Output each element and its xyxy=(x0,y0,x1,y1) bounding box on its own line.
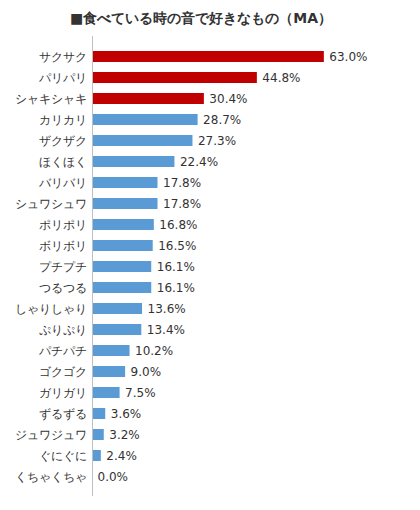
svg-text:ザクザク: ザクザク xyxy=(39,134,87,148)
svg-text:バリバリ: バリバリ xyxy=(38,176,87,190)
svg-text:つるつる: つるつる xyxy=(39,281,87,295)
svg-text:0.0%: 0.0% xyxy=(98,470,129,484)
svg-text:63.0%: 63.0% xyxy=(329,50,367,64)
svg-text:17.8%: 17.8% xyxy=(163,197,201,211)
svg-text:ぷりぷり: ぷりぷり xyxy=(39,323,87,337)
svg-text:ガリガリ: ガリガリ xyxy=(39,386,87,400)
svg-text:3.2%: 3.2% xyxy=(109,428,140,442)
svg-text:16.8%: 16.8% xyxy=(159,218,197,232)
svg-text:27.3%: 27.3% xyxy=(198,134,236,148)
svg-text:16.1%: 16.1% xyxy=(157,260,195,274)
svg-text:パリパリ: パリパリ xyxy=(38,71,87,85)
svg-text:ほくほく: ほくほく xyxy=(39,155,87,169)
svg-text:シュワシュワ: シュワシュワ xyxy=(15,197,87,211)
svg-text:ポリポリ: ポリポリ xyxy=(39,218,87,232)
svg-text:13.6%: 13.6% xyxy=(148,302,186,316)
svg-text:30.4%: 30.4% xyxy=(209,92,247,106)
svg-text:くちゃくちゃ: くちゃくちゃ xyxy=(15,470,87,484)
svg-text:13.4%: 13.4% xyxy=(147,323,185,337)
svg-text:プチプチ: プチプチ xyxy=(39,260,87,274)
svg-text:7.5%: 7.5% xyxy=(125,386,156,400)
svg-text:ゴクゴク: ゴクゴク xyxy=(39,365,87,379)
svg-text:17.8%: 17.8% xyxy=(163,176,201,190)
svg-text:22.4%: 22.4% xyxy=(180,155,218,169)
svg-text:カリカリ: カリカリ xyxy=(39,113,87,127)
svg-text:シャキシャキ: シャキシャキ xyxy=(15,92,87,106)
svg-text:ずるずる: ずるずる xyxy=(39,407,87,421)
svg-text:16.5%: 16.5% xyxy=(158,239,196,253)
svg-text:ぐにぐに: ぐにぐに xyxy=(39,449,87,463)
svg-text:44.8%: 44.8% xyxy=(262,71,300,85)
svg-text:2.4%: 2.4% xyxy=(106,449,137,463)
svg-text:パチパチ: パチパチ xyxy=(38,344,87,358)
svg-text:9.0%: 9.0% xyxy=(131,365,162,379)
svg-text:16.1%: 16.1% xyxy=(157,281,195,295)
svg-text:サクサク: サクサク xyxy=(39,50,87,64)
svg-text:28.7%: 28.7% xyxy=(203,113,241,127)
svg-text:ボリボリ: ボリボリ xyxy=(39,239,87,253)
svg-text:10.2%: 10.2% xyxy=(135,344,173,358)
svg-text:ジュワジュワ: ジュワジュワ xyxy=(15,428,87,442)
svg-text:しゃりしゃり: しゃりしゃり xyxy=(15,302,87,316)
svg-text:3.6%: 3.6% xyxy=(111,407,142,421)
html-text:■食べている時の音で好きなもの（MA）: ■食べている時の音で好きなもの（MA） xyxy=(70,10,332,26)
